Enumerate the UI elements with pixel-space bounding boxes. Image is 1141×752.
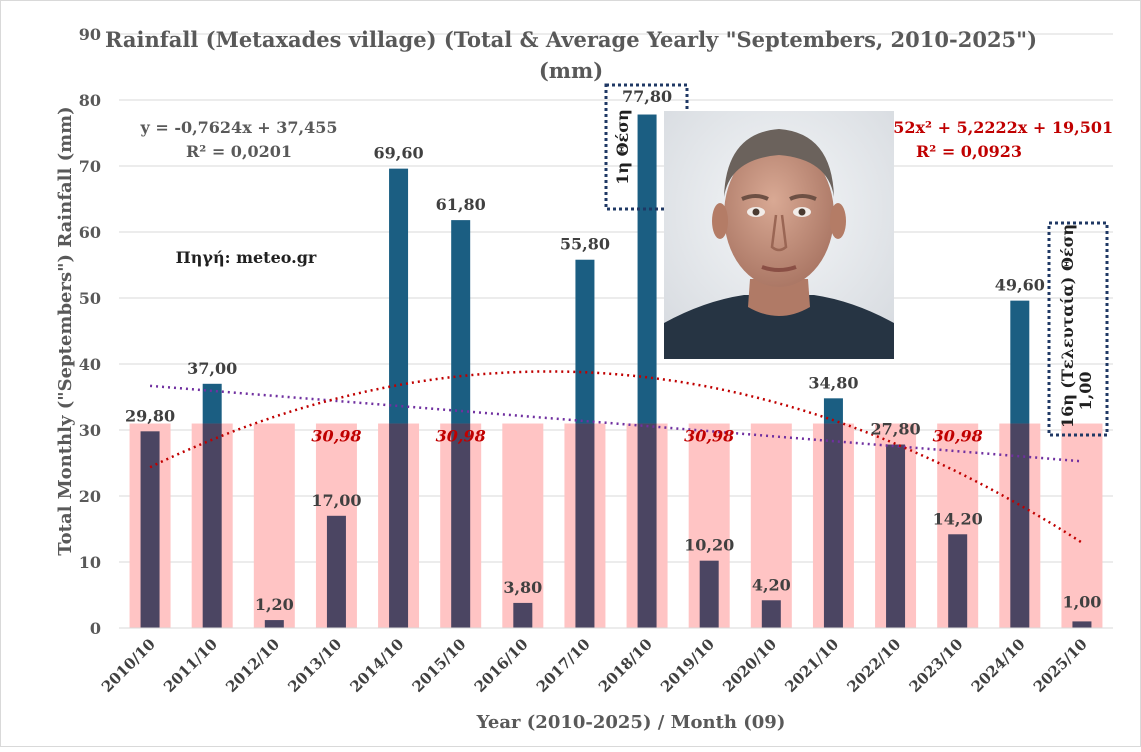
rainfall-bar <box>451 423 471 628</box>
data-label: 1,20 <box>255 595 294 614</box>
linear-r2: R² = 0,0201 <box>186 142 292 161</box>
y-tick-label: 30 <box>79 421 101 440</box>
y-tick-label: 50 <box>79 289 101 308</box>
x-tick-label: 2013/10 <box>284 635 345 696</box>
data-label: 77,80 <box>622 87 672 106</box>
average-label: 30,98 <box>436 427 486 446</box>
x-tick-label: 2014/10 <box>347 635 408 696</box>
rainfall-bar <box>202 383 222 424</box>
polynomial-equation: y = -0,352x² + 5,2222x + 19,501 <box>824 118 1113 137</box>
rank-first-label: 1η Θέση <box>613 109 632 184</box>
y-tick-label: 10 <box>79 553 101 572</box>
data-label: 17,00 <box>311 491 361 510</box>
rainfall-bar <box>326 515 346 628</box>
data-label: 29,80 <box>125 406 175 425</box>
x-tick-label: 2021/10 <box>781 635 842 696</box>
data-label: 4,20 <box>752 575 791 594</box>
rainfall-bar <box>575 259 595 424</box>
linear-equation: y = -0,7624x + 37,455 <box>139 118 337 137</box>
data-label: 37,00 <box>187 359 237 378</box>
rainfall-bar <box>451 220 471 424</box>
x-tick-label: 2016/10 <box>471 635 532 696</box>
rainfall-bar <box>948 534 968 628</box>
average-bar <box>750 423 792 628</box>
data-label: 14,20 <box>933 509 983 528</box>
rainfall-bar <box>823 398 843 424</box>
data-label: 34,80 <box>808 373 858 392</box>
rank-last-label: 16η (Τελευταία) Θέση <box>1058 224 1077 428</box>
rank-first-box <box>604 83 689 211</box>
rainfall-bar <box>389 423 409 628</box>
y-tick-label: 0 <box>90 619 101 638</box>
x-tick-label: 2018/10 <box>595 635 656 696</box>
data-label: 69,60 <box>374 144 424 163</box>
data-label: 10,20 <box>684 536 734 555</box>
average-bar <box>1061 423 1103 628</box>
rainfall-bar <box>637 423 657 628</box>
x-tick-label: 2019/10 <box>657 635 718 696</box>
y-tick-label: 40 <box>79 355 101 374</box>
rainfall-bar <box>1010 300 1030 424</box>
rainfall-bar <box>637 114 657 424</box>
average-bar <box>502 423 544 628</box>
x-tick-label: 2011/10 <box>160 635 221 696</box>
rainfall-bar <box>699 560 719 628</box>
y-axis-title: Total Monthly ("Septembers") Rainfall (m… <box>55 106 76 555</box>
x-tick-label: 2024/10 <box>968 635 1029 696</box>
chart-title-line2: (mm) <box>539 58 603 83</box>
rainfall-bar <box>761 600 781 628</box>
portrait-photo <box>664 111 894 359</box>
y-tick-label: 90 <box>79 25 101 44</box>
y-tick-label: 20 <box>79 487 101 506</box>
y-tick-label: 70 <box>79 157 101 176</box>
x-tick-label: 2023/10 <box>906 635 967 696</box>
data-label: 3,80 <box>503 578 542 597</box>
average-bar <box>253 423 295 628</box>
data-label: 1,00 <box>1062 592 1101 611</box>
source-label: Πηγή: meteo.gr <box>176 248 317 267</box>
x-tick-label: 2015/10 <box>409 635 470 696</box>
rainfall-bar <box>513 602 533 628</box>
average-label: 30,98 <box>933 427 983 446</box>
average-label: 30,98 <box>684 427 734 446</box>
rainfall-bar <box>1072 621 1092 628</box>
rainfall-bar <box>264 620 284 628</box>
data-label: 55,80 <box>560 235 610 254</box>
rank-last-box <box>1047 221 1109 437</box>
rainfall-bar <box>823 423 843 628</box>
y-tick-label: 60 <box>79 223 101 242</box>
rainfall-bar <box>1010 423 1030 628</box>
x-tick-label: 2010/10 <box>98 635 159 696</box>
x-tick-label: 2020/10 <box>719 635 780 696</box>
x-tick-label: 2017/10 <box>533 635 594 696</box>
data-label: 49,60 <box>995 276 1045 295</box>
data-label: 61,80 <box>436 195 486 214</box>
rainfall-bar <box>140 431 160 628</box>
polynomial-r2: R² = 0,0923 <box>916 142 1022 161</box>
polynomial-trendline <box>149 370 1083 544</box>
x-tick-label: 2012/10 <box>222 635 283 696</box>
x-tick-label: 2022/10 <box>844 635 905 696</box>
rank-last-value: 1,00 <box>1076 372 1095 411</box>
chart-title-line1: Rainfall (Metaxades village) (Total & Av… <box>105 27 1037 52</box>
y-tick-label: 80 <box>79 91 101 110</box>
rainfall-bar <box>389 168 409 424</box>
data-label: 27,80 <box>871 420 921 439</box>
average-label: 30,98 <box>311 427 361 446</box>
x-axis-title: Year (2010-2025) / Month (09) <box>476 712 786 733</box>
rainfall-bar <box>575 423 595 628</box>
rainfall-bar <box>202 423 222 628</box>
rainfall-bar <box>886 444 906 628</box>
x-tick-label: 2025/10 <box>1030 635 1091 696</box>
